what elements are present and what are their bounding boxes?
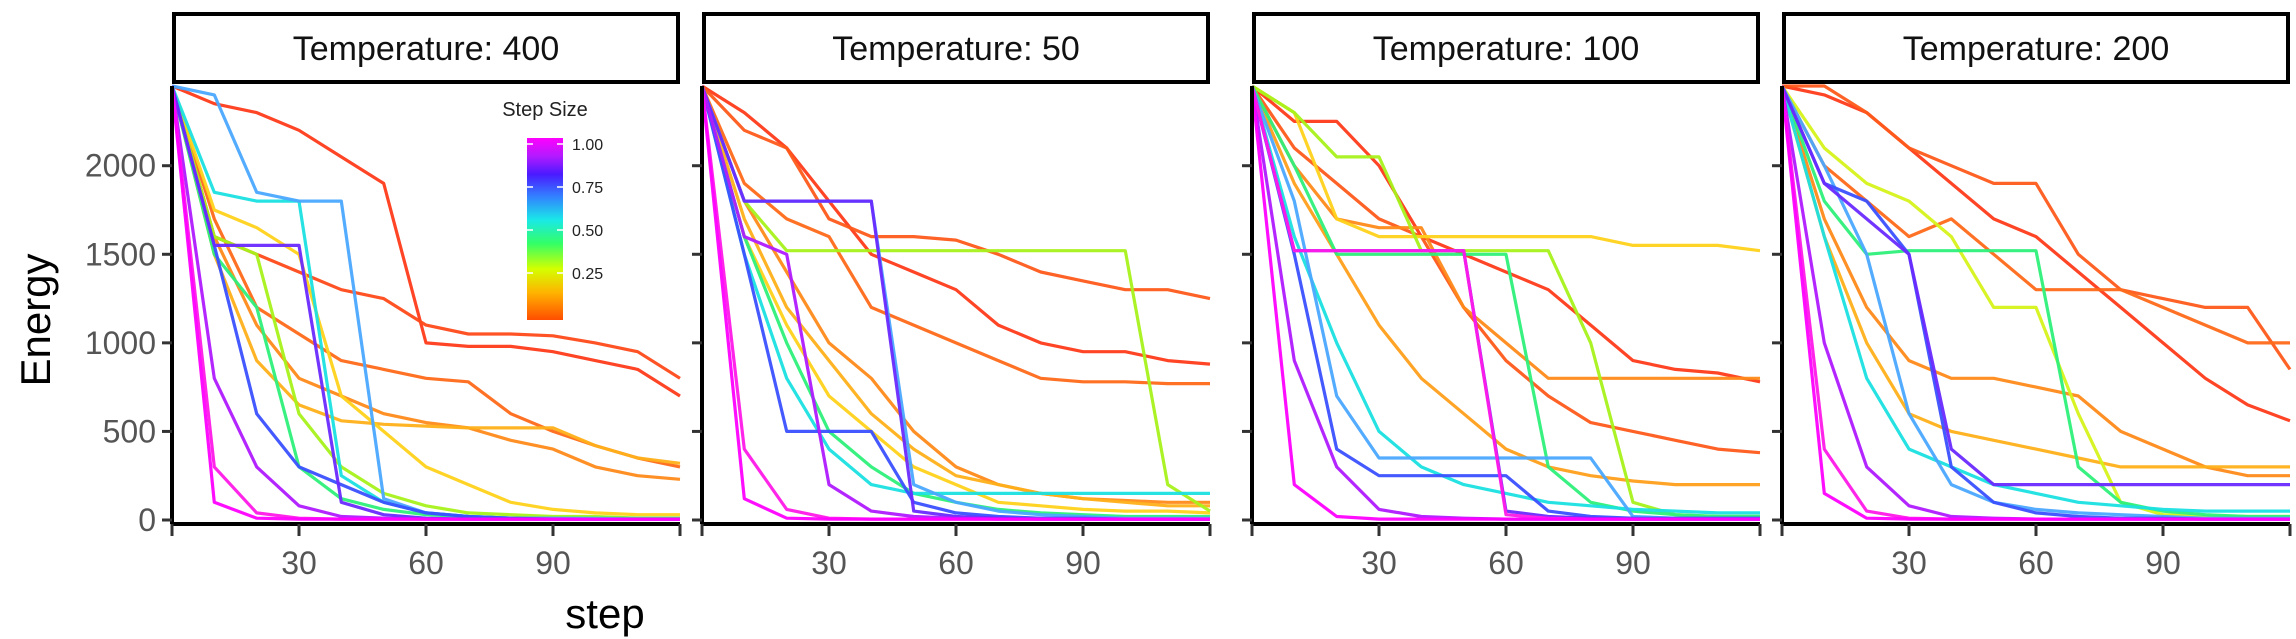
y-tick-label: 500 — [103, 413, 156, 449]
series-line — [1780, 85, 2290, 478]
series-line — [170, 85, 681, 465]
facet-panel-2: Temperature: 100 30 60 90 — [1242, 12, 1762, 581]
series-line — [1780, 85, 2290, 345]
series-line — [700, 85, 1210, 386]
facet-strip — [1782, 12, 2290, 84]
series-line — [1780, 85, 2290, 521]
series-line — [700, 85, 1210, 495]
y-axis-title: Energy — [12, 253, 59, 386]
y-tick-label: 1500 — [85, 236, 156, 272]
facet-strip — [702, 12, 1210, 84]
series-group — [1250, 84, 1761, 521]
series-line — [170, 85, 680, 521]
x-tick-label: 30 — [1891, 545, 1927, 581]
series-line — [700, 85, 1210, 521]
y-tick-label: 1000 — [85, 325, 156, 361]
legend-tick-label: 0.75 — [572, 180, 603, 197]
legend-tick-label: 1.00 — [572, 137, 603, 154]
facet-strip — [172, 12, 680, 84]
x-tick-label: 60 — [938, 545, 974, 581]
legend-title: Step Size — [502, 99, 588, 121]
y-tick-label: 0 — [138, 502, 156, 538]
series-line — [170, 85, 680, 521]
series-line — [1780, 85, 2290, 521]
series-group — [700, 84, 1211, 521]
series-line — [700, 85, 1210, 504]
series-line — [1250, 85, 1760, 521]
series-line — [1250, 85, 1760, 380]
x-tick-label: 30 — [1361, 545, 1397, 581]
series-line — [700, 84, 1211, 301]
series-line — [1250, 85, 1760, 521]
facet-panel-0: Temperature: 400 0 500 1000 1500 2000 30 60 90 — [85, 12, 682, 581]
color-legend: Step Size 0.25 0.50 0.75 1.00 — [502, 99, 603, 320]
series-line — [700, 85, 1211, 513]
series-group — [1780, 84, 2292, 521]
x-tick-label: 60 — [2018, 545, 2054, 581]
series-line — [171, 84, 681, 398]
series-line — [1250, 85, 1760, 515]
facet-title: Temperature: 400 — [293, 30, 560, 68]
facet-title: Temperature: 50 — [832, 30, 1080, 68]
series-line — [170, 85, 680, 517]
facet-title: Temperature: 100 — [1373, 30, 1640, 68]
series-line — [1780, 85, 2290, 513]
series-line — [1780, 85, 2290, 520]
x-tick-label: 90 — [535, 545, 571, 581]
legend-ticks: 0.25 0.50 0.75 1.00 — [527, 137, 603, 283]
series-line — [170, 85, 680, 521]
series-line — [1251, 84, 1760, 519]
series-line — [1250, 85, 1760, 520]
series-line — [170, 85, 680, 520]
series-line — [170, 85, 681, 469]
series-line — [1250, 85, 1761, 455]
series-line — [1250, 85, 1760, 521]
series-line — [1780, 85, 2290, 519]
facet-panel-1: Temperature: 50 30 60 90 — [692, 12, 1212, 581]
x-axis-title: step — [565, 590, 644, 637]
series-line — [1780, 85, 2290, 487]
series-line — [170, 85, 680, 521]
series-line — [170, 85, 681, 481]
legend-colorbar — [527, 138, 563, 320]
series-line — [1251, 84, 1761, 253]
series-line — [170, 85, 680, 520]
series-line — [1780, 85, 2290, 521]
series-line — [170, 85, 681, 380]
series-line — [1782, 84, 2292, 371]
x-tick-label: 60 — [408, 545, 444, 581]
legend-tick-label: 0.50 — [572, 223, 603, 240]
x-tick-label: 30 — [281, 545, 317, 581]
series-line — [1780, 85, 2290, 469]
facet-title: Temperature: 200 — [1903, 30, 2170, 68]
x-tick-label: 90 — [1615, 545, 1651, 581]
series-line — [700, 85, 1210, 508]
series-line — [1250, 85, 1760, 519]
series-line — [1250, 85, 1760, 520]
legend-tick-label: 0.25 — [572, 266, 603, 283]
series-line — [170, 85, 680, 521]
series-line — [1780, 85, 2290, 519]
facet-panel-3: Temperature: 200 30 60 90 — [1772, 12, 2292, 581]
series-line — [1780, 85, 2290, 521]
series-group — [170, 84, 681, 521]
x-tick-label: 30 — [811, 545, 847, 581]
series-line — [1250, 84, 1761, 384]
facet-strip — [1252, 12, 1760, 84]
series-line — [171, 84, 680, 521]
series-line — [1250, 85, 1760, 521]
x-tick-label: 90 — [2145, 545, 2181, 581]
x-tick-label: 60 — [1488, 545, 1524, 581]
y-tick-label: 2000 — [85, 148, 156, 184]
series-line — [700, 85, 1211, 515]
x-tick-label: 90 — [1065, 545, 1101, 581]
series-line — [170, 85, 680, 521]
